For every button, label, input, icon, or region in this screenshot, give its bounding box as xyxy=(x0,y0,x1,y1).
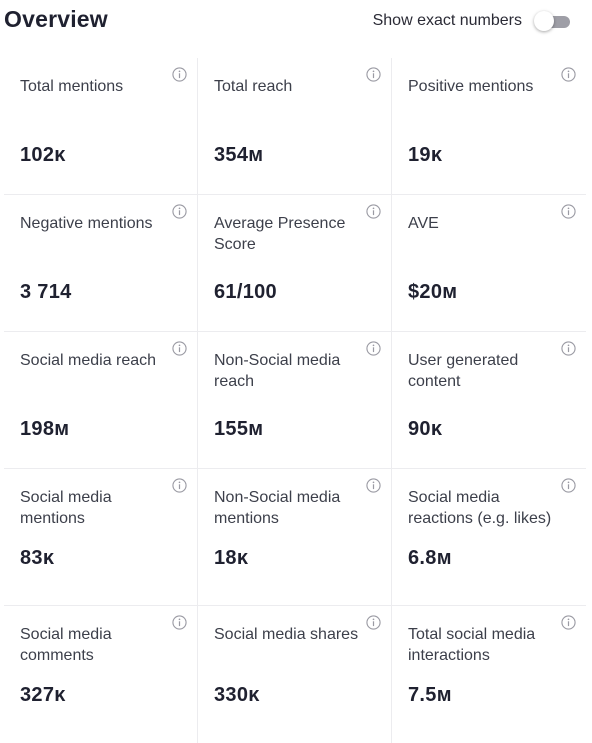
metric-value: 330ᴋ xyxy=(214,684,260,706)
metric-value: 18ᴋ xyxy=(214,547,249,569)
metric-tile-social-media-shares: Social media shares 330ᴋ xyxy=(198,606,392,743)
metric-label: Non-Social media reach xyxy=(214,352,341,390)
info-icon[interactable] xyxy=(561,67,576,82)
metric-value: 102ᴋ xyxy=(20,144,66,166)
metric-tile-social-media-reactions: Social media reactions (e.g. likes) 6.8ᴍ xyxy=(392,469,586,606)
metric-label: Negative mentions xyxy=(20,215,153,232)
page-title: Overview xyxy=(4,6,108,32)
metrics-grid: Total mentions 102ᴋ Total reach 354ᴍ Pos… xyxy=(4,58,586,743)
info-icon[interactable] xyxy=(561,615,576,630)
metric-tile-total-social-media-interactions: Total social media interactions 7.5ᴍ xyxy=(392,606,586,743)
exact-numbers-toggle-label[interactable]: Show exact numbers xyxy=(372,12,522,29)
metric-value: 19ᴋ xyxy=(408,144,443,166)
metric-tile-positive-mentions: Positive mentions 19ᴋ xyxy=(392,58,586,195)
metric-value: 198ᴍ xyxy=(20,418,70,440)
metric-value: 354ᴍ xyxy=(214,144,264,166)
info-icon[interactable] xyxy=(561,341,576,356)
metric-tile-ave: AVE $20ᴍ xyxy=(392,195,586,332)
metric-value: $20ᴍ xyxy=(408,281,458,303)
metric-label: Social media reach xyxy=(20,352,157,369)
metric-label: Social media mentions xyxy=(20,489,112,527)
info-icon[interactable] xyxy=(172,478,187,493)
info-icon[interactable] xyxy=(561,478,576,493)
metric-label: Positive mentions xyxy=(408,78,534,95)
info-icon[interactable] xyxy=(366,204,381,219)
metric-value: 90ᴋ xyxy=(408,418,443,440)
info-icon[interactable] xyxy=(172,615,187,630)
metric-label: AVE xyxy=(408,215,439,232)
metric-value: 3 714 xyxy=(20,281,72,303)
info-icon[interactable] xyxy=(172,204,187,219)
metric-tile-non-social-media-mentions: Non-Social media mentions 18ᴋ xyxy=(198,469,392,606)
info-icon[interactable] xyxy=(366,615,381,630)
metric-label: Average Presence Score xyxy=(214,215,346,253)
metric-label: User generated content xyxy=(408,352,519,390)
metric-tile-negative-mentions: Negative mentions 3 714 xyxy=(4,195,198,332)
metric-tile-social-media-reach: Social media reach 198ᴍ xyxy=(4,332,198,469)
toggle-knob[interactable] xyxy=(534,11,554,31)
metric-tile-average-presence-score: Average Presence Score 61/100 xyxy=(198,195,392,332)
metric-label: Non-Social media mentions xyxy=(214,489,341,527)
info-icon[interactable] xyxy=(172,341,187,356)
metric-value: 6.8ᴍ xyxy=(408,547,452,569)
overview-header: Overview Show exact numbers xyxy=(0,0,592,56)
metric-value: 7.5ᴍ xyxy=(408,684,452,706)
metric-tile-social-media-mentions: Social media mentions 83ᴋ xyxy=(4,469,198,606)
metric-value: 155ᴍ xyxy=(214,418,264,440)
metric-label: Total social media interactions xyxy=(408,626,536,664)
metric-label: Social media reactions (e.g. likes) xyxy=(408,489,552,527)
info-icon[interactable] xyxy=(172,67,187,82)
metric-value: 327ᴋ xyxy=(20,684,66,706)
metric-label: Social media shares xyxy=(214,626,359,643)
info-icon[interactable] xyxy=(366,478,381,493)
metric-label: Total mentions xyxy=(20,78,124,95)
metric-tile-total-mentions: Total mentions 102ᴋ xyxy=(4,58,198,195)
exact-numbers-toggle-switch[interactable] xyxy=(534,10,574,32)
info-icon[interactable] xyxy=(561,204,576,219)
metric-tile-total-reach: Total reach 354ᴍ xyxy=(198,58,392,195)
metric-tile-non-social-media-reach: Non-Social media reach 155ᴍ xyxy=(198,332,392,469)
metric-value: 83ᴋ xyxy=(20,547,55,569)
metric-tile-social-media-comments: Social media comments 327ᴋ xyxy=(4,606,198,743)
metric-value: 61/100 xyxy=(214,281,277,303)
metric-label: Total reach xyxy=(214,78,293,95)
info-icon[interactable] xyxy=(366,341,381,356)
metric-label: Social media comments xyxy=(20,626,112,664)
info-icon[interactable] xyxy=(366,67,381,82)
metric-tile-user-generated-content: User generated content 90ᴋ xyxy=(392,332,586,469)
exact-numbers-toggle-control[interactable]: Show exact numbers xyxy=(373,10,574,32)
